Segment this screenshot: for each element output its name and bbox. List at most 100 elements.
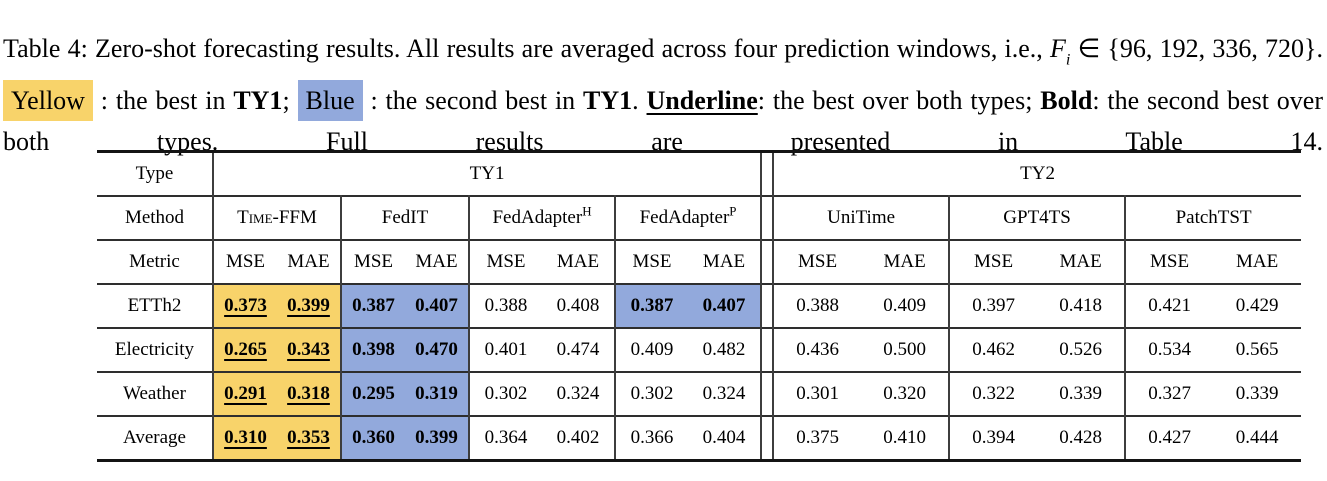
value-cell: 0.339	[1037, 372, 1127, 416]
method-name: FedIT	[381, 207, 429, 228]
metric-header-mae: MAE	[277, 240, 342, 284]
value-cell: 0.366	[615, 416, 688, 461]
results-table: Type TY1 TY2 Method Time-FFM FedIT FedAdapterH…	[97, 150, 1302, 462]
method-row-label: Method	[97, 196, 214, 240]
metric-value: 0.302	[484, 383, 528, 404]
value-cell: 0.462	[949, 328, 1037, 372]
value-cell: 0.470	[405, 328, 470, 372]
caption-segment-bold: TY1	[583, 86, 633, 116]
caption-segment-bold: Bold	[1040, 86, 1093, 116]
value-cell: 0.310	[213, 416, 277, 461]
value-cell: 0.322	[949, 372, 1037, 416]
value-cell: 0.388	[773, 284, 861, 328]
section-divider	[760, 284, 775, 328]
metric-value: 0.428	[1059, 427, 1102, 448]
section-divider	[760, 240, 775, 284]
value-cell: 0.421	[1125, 284, 1213, 328]
value-cell: 0.318	[277, 372, 342, 416]
dataset-label: ETTh2	[97, 284, 214, 328]
metric-value: 0.295	[352, 383, 395, 404]
metric-value: 0.399	[415, 427, 458, 448]
metric-value: 0.398	[352, 339, 395, 360]
value-cell: 0.327	[1125, 372, 1213, 416]
metric-value: 0.429	[1235, 295, 1279, 316]
metric-value: 0.470	[415, 339, 458, 360]
value-cell: 0.409	[861, 284, 951, 328]
data-row-weather: Weather 0.291 0.318 0.295 0.319 0.302 0.324 0.3…	[97, 372, 1302, 416]
value-cell: 0.482	[688, 328, 761, 372]
data-row-etth2: ETTh2 0.373 0.399 0.387 0.407 0.388 0.408 0.387…	[97, 284, 1302, 328]
metric-value: 0.366	[630, 427, 674, 448]
value-cell: 0.387	[615, 284, 688, 328]
value-cell: 0.265	[213, 328, 277, 372]
value-cell: 0.397	[949, 284, 1037, 328]
metric-row: Metric MSE MAE MSE MAE MSE MAE MSE MAE MSE MAE MSE M…	[97, 240, 1302, 284]
value-cell: 0.526	[1037, 328, 1127, 372]
caption-segment-plain: Table 4: Zero-shot forecasting results. …	[3, 34, 1050, 63]
dataset-label: Electricity	[97, 328, 214, 372]
section-divider	[760, 372, 775, 416]
caption-segment-bold-underline: Underline	[646, 86, 758, 116]
metric-value: 0.394	[972, 427, 1015, 448]
metric-value: 0.407	[702, 295, 746, 316]
value-cell: 0.418	[1037, 284, 1127, 328]
method-superscript: H	[582, 203, 592, 219]
caption-segment-hl-blue: Blue	[297, 80, 363, 122]
metric-value: 0.402	[556, 427, 600, 448]
metric-value: 0.339	[1235, 383, 1279, 404]
value-cell: 0.387	[341, 284, 405, 328]
value-cell: 0.427	[1125, 416, 1213, 461]
metric-value: 0.324	[702, 383, 746, 404]
caption-segment-plain: .	[632, 86, 647, 116]
metric-value: 0.407	[415, 295, 458, 316]
data-row-electricity: Electricity 0.265 0.343 0.398 0.470 0.401 0.47…	[97, 328, 1302, 372]
method-superscript: P	[729, 203, 737, 219]
value-cell: 0.343	[277, 328, 342, 372]
metric-header-mae: MAE	[405, 240, 470, 284]
value-cell: 0.500	[861, 328, 951, 372]
value-cell: 0.429	[1213, 284, 1301, 328]
metric-value: 0.302	[630, 383, 674, 404]
value-cell: 0.399	[277, 284, 342, 328]
value-cell: 0.291	[213, 372, 277, 416]
value-cell: 0.339	[1213, 372, 1301, 416]
type-row: Type TY1 TY2	[97, 151, 1302, 196]
method-header: UniTime	[773, 196, 951, 240]
metric-value: 0.324	[556, 383, 600, 404]
value-cell: 0.404	[688, 416, 761, 461]
metric-row-label: Metric	[97, 240, 214, 284]
caption-segment-hl-yellow: Yellow	[3, 80, 93, 122]
metric-value: 0.320	[883, 383, 926, 404]
value-cell: 0.565	[1213, 328, 1301, 372]
value-cell: 0.409	[615, 328, 688, 372]
metric-value: 0.418	[1059, 295, 1102, 316]
table-caption: Table 4: Zero-shot forecasting results. …	[3, 28, 1323, 162]
metric-value: 0.427	[1148, 427, 1191, 448]
metric-value: 0.397	[972, 295, 1015, 316]
metric-header-mae: MAE	[542, 240, 616, 284]
caption-segment-plain: ∈ {96, 192, 336, 720}.	[1070, 34, 1323, 63]
metric-value: 0.409	[883, 295, 926, 316]
metric-value: 0.265	[224, 339, 267, 360]
method-header: FedAdapterP	[615, 196, 761, 240]
caption-segment-bold: TY1	[233, 86, 283, 116]
value-cell: 0.444	[1213, 416, 1301, 461]
value-cell: 0.295	[341, 372, 405, 416]
value-cell: 0.410	[861, 416, 951, 461]
value-cell: 0.360	[341, 416, 405, 461]
metric-value: 0.318	[287, 383, 330, 404]
metric-value: 0.327	[1148, 383, 1191, 404]
caption-segment-plain: : the best over both types;	[757, 86, 1041, 116]
section-divider	[760, 151, 775, 196]
caption-segment-plain: : the second best in	[362, 86, 584, 116]
value-cell: 0.302	[615, 372, 688, 416]
dataset-label: Average	[97, 416, 214, 461]
value-cell: 0.534	[1125, 328, 1213, 372]
value-cell: 0.319	[405, 372, 470, 416]
caption-segment-math-var: F	[1050, 34, 1066, 63]
method-name: UniTime	[827, 207, 896, 228]
value-cell: 0.436	[773, 328, 861, 372]
metric-header-mse: MSE	[486, 251, 526, 272]
method-row: Method Time-FFM FedIT FedAdapterH FedAdapter…	[97, 196, 1302, 240]
metric-value: 0.364	[484, 427, 528, 448]
